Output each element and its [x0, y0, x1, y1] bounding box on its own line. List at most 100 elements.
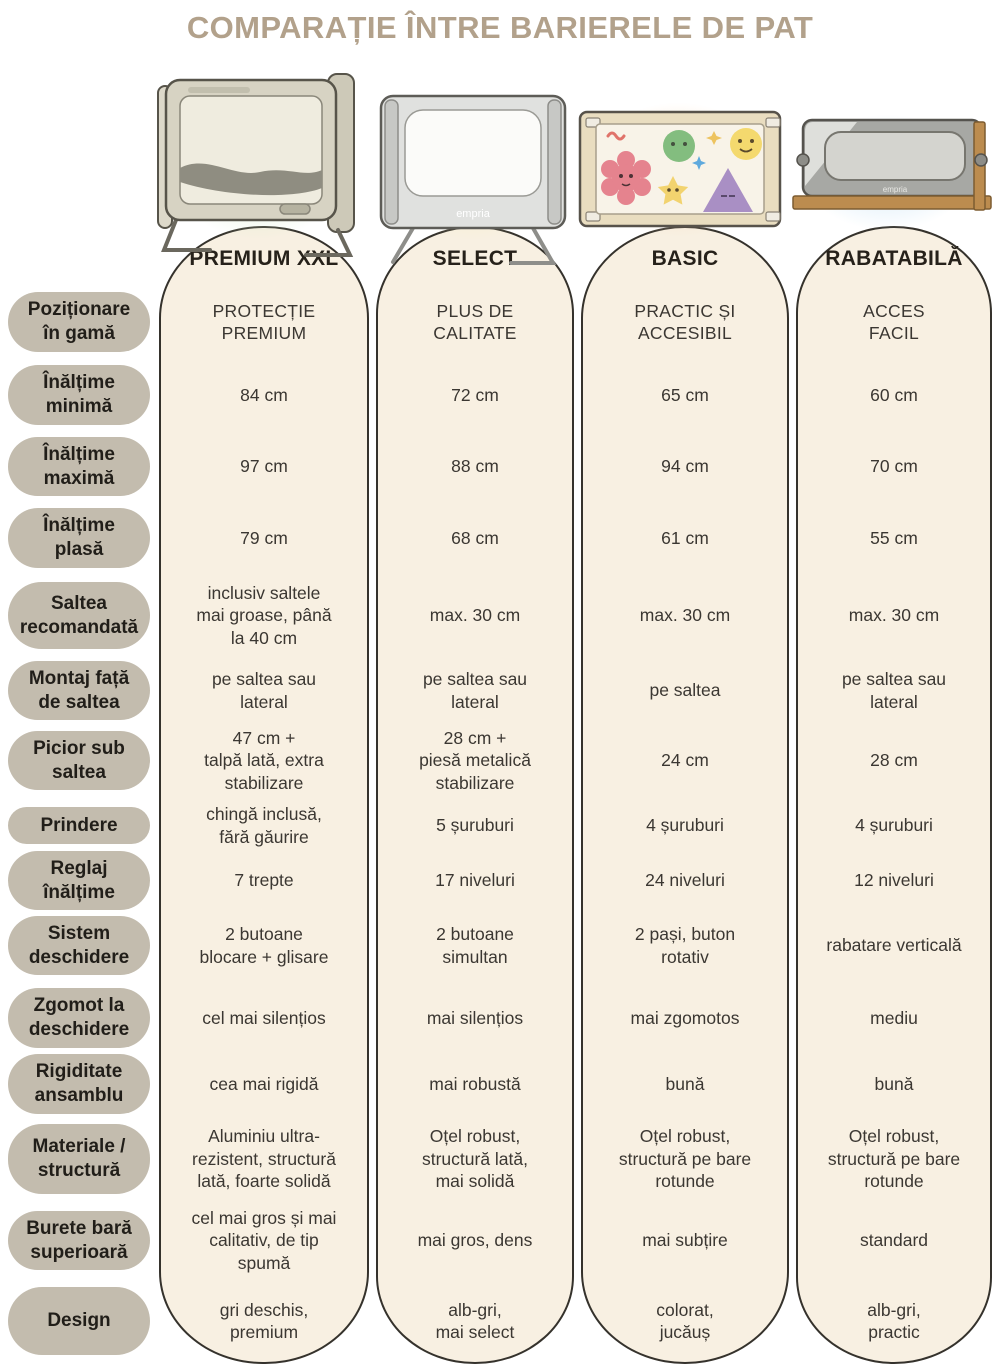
- row-label-cell: Materiale / structură: [6, 1115, 152, 1203]
- row-label-pill: Rigiditate ansamblu: [8, 1054, 150, 1114]
- green-circle-shape: [663, 130, 695, 162]
- value-cell: PRACTIC ȘI ACCESIBIL: [634, 300, 736, 343]
- value-cell: chingă inclusă, fără găurire: [206, 804, 322, 847]
- select-product-image: empria: [379, 94, 567, 265]
- value-cell: bună: [874, 1073, 914, 1094]
- value-cell: 17 niveluri: [435, 870, 515, 891]
- value-cell: standard: [859, 1230, 929, 1251]
- value-cell: mediu: [870, 1007, 918, 1028]
- value-cell: 24 niveluri: [645, 870, 725, 891]
- value-cell: pe saltea sau lateral: [422, 669, 528, 712]
- value-cell: 4 șuruburi: [646, 815, 724, 836]
- value-cell: 28 cm: [870, 750, 918, 771]
- row-label-cell: Poziționare în gamă: [6, 284, 152, 360]
- row-label-pill: Înălțime minimă: [8, 365, 150, 425]
- row-label-pill: Zgomot la deschidere: [8, 988, 150, 1048]
- value-cell: 94 cm: [661, 456, 709, 477]
- row-label-cell: Montaj față de saltea: [6, 658, 152, 723]
- page-title: COMPARAȚIE ÎNTRE BARIERELE DE PAT: [186, 10, 814, 45]
- value-cell: rabatare verticală: [826, 935, 962, 956]
- product-name-4: RABATABILĂ: [825, 246, 963, 270]
- purple-triangle-shape: [703, 168, 753, 212]
- row-label-pill: Design: [8, 1287, 150, 1355]
- row-label-cell: Burete bară superioară: [6, 1203, 152, 1278]
- value-cell: 60 cm: [870, 384, 918, 405]
- value-cell: 68 cm: [451, 527, 499, 548]
- value-cell: ACCES FACIL: [863, 300, 925, 343]
- product-name-2: SELECT: [432, 246, 518, 270]
- value-cell: gri deschis, premium: [219, 1299, 309, 1342]
- row-label-cell: Zgomot la deschidere: [6, 983, 152, 1053]
- value-cell: 84 cm: [240, 384, 288, 405]
- value-cell: mai silențios: [426, 1007, 524, 1028]
- value-cell: 7 trepte: [234, 870, 294, 891]
- value-cell: 5 șuruburi: [436, 815, 514, 836]
- red-squiggle-shape: [606, 131, 626, 141]
- value-cell: 61 cm: [661, 527, 709, 548]
- value-cell: cel mai gros și mai calitativ, de tip sp…: [191, 1207, 337, 1273]
- row-label-pill: Înălțime maximă: [8, 436, 150, 497]
- basic-product-image: [578, 110, 782, 228]
- row-label-cell: Design: [6, 1278, 152, 1364]
- value-cell: pe saltea sau lateral: [841, 669, 947, 712]
- value-cell: 72 cm: [451, 384, 499, 405]
- row-label-cell: Picior sub saltea: [6, 723, 152, 798]
- value-cell: 79 cm: [240, 527, 288, 548]
- value-cell: 70 cm: [870, 456, 918, 477]
- value-cell: colorat, jucăuș: [656, 1299, 714, 1342]
- product-column-bg-1: [159, 226, 369, 1364]
- product-column-bg-3: [581, 226, 789, 1364]
- comparison-table: PREMIUM XXL SELECT BASIC RABATABILĂ Pozițion…: [0, 226, 1000, 1364]
- product-column-bg-4: [796, 226, 992, 1364]
- product-column-bg-2: [376, 226, 574, 1364]
- row-label-pill: Picior sub saltea: [8, 730, 150, 791]
- value-cell: mai robustă: [429, 1073, 521, 1094]
- value-cell: inclusiv saltele mai groase, până la 40 …: [196, 582, 332, 648]
- value-cell: Oțel robust, structură pe bare rotunde: [618, 1126, 752, 1192]
- yellow-star-shape: [657, 176, 689, 205]
- value-cell: pe saltea sau lateral: [211, 669, 317, 712]
- value-cell: 97 cm: [240, 456, 288, 477]
- rabatabila-product-image: empria: [792, 118, 992, 211]
- rabatabila-brand-label: empria: [883, 185, 908, 194]
- row-label-cell: Saltea recomandată: [6, 573, 152, 658]
- value-cell: mai zgomotos: [630, 1007, 740, 1028]
- value-cell: 24 cm: [661, 750, 709, 771]
- select-brand-label: empria: [456, 208, 491, 220]
- row-label-cell: Sistem deschidere: [6, 908, 152, 983]
- value-cell: Aluminiu ultra- rezistent, structură lat…: [192, 1126, 336, 1192]
- value-cell: max. 30 cm: [639, 605, 731, 626]
- row-label-cell: Înălțime plasă: [6, 503, 152, 573]
- value-cell: 47 cm + talpă lată, extra stabilizare: [204, 727, 324, 793]
- value-cell: Oțel robust, structură pe bare rotunde: [827, 1126, 961, 1192]
- value-cell: Oțel robust, structură lată, mai solidă: [421, 1126, 529, 1192]
- sparkle-shape: [706, 131, 722, 145]
- value-cell: 4 șuruburi: [855, 815, 933, 836]
- value-cell: cel mai silențios: [202, 1007, 326, 1028]
- row-label-pill: Reglaj înălțime: [8, 850, 150, 911]
- value-cell: alb-gri, practic: [867, 1299, 921, 1342]
- row-label-pill: Sistem deschidere: [8, 915, 150, 976]
- blue-starburst-shape: [692, 156, 706, 170]
- row-label-cell: Prindere: [6, 798, 152, 853]
- premium-xxl-product-image: [157, 73, 355, 257]
- value-cell: 12 niveluri: [854, 870, 934, 891]
- pink-flower-shape: [601, 151, 651, 205]
- row-label-pill: Montaj față de saltea: [8, 660, 150, 721]
- value-cell: bună: [665, 1073, 705, 1094]
- value-cell: max. 30 cm: [429, 605, 521, 626]
- product-name-3: BASIC: [651, 246, 719, 270]
- value-cell: cea mai rigidă: [209, 1073, 319, 1094]
- row-label-pill: Poziționare în gamă: [8, 292, 150, 352]
- value-cell: 88 cm: [451, 456, 499, 477]
- value-cell: alb-gri, mai select: [435, 1299, 515, 1342]
- row-label-pill: Saltea recomandată: [8, 582, 150, 649]
- value-cell: pe saltea: [649, 680, 721, 701]
- row-label-pill: Înălțime plasă: [8, 508, 150, 568]
- product-name-1: PREMIUM XXL: [189, 246, 339, 270]
- value-cell: PROTECȚIE PREMIUM: [212, 300, 316, 343]
- row-label-cell: Rigiditate ansamblu: [6, 1053, 152, 1115]
- value-cell: mai subțire: [642, 1230, 728, 1251]
- row-label-cell: Înălțime minimă: [6, 360, 152, 430]
- value-cell: 2 butoane simultan: [436, 924, 514, 967]
